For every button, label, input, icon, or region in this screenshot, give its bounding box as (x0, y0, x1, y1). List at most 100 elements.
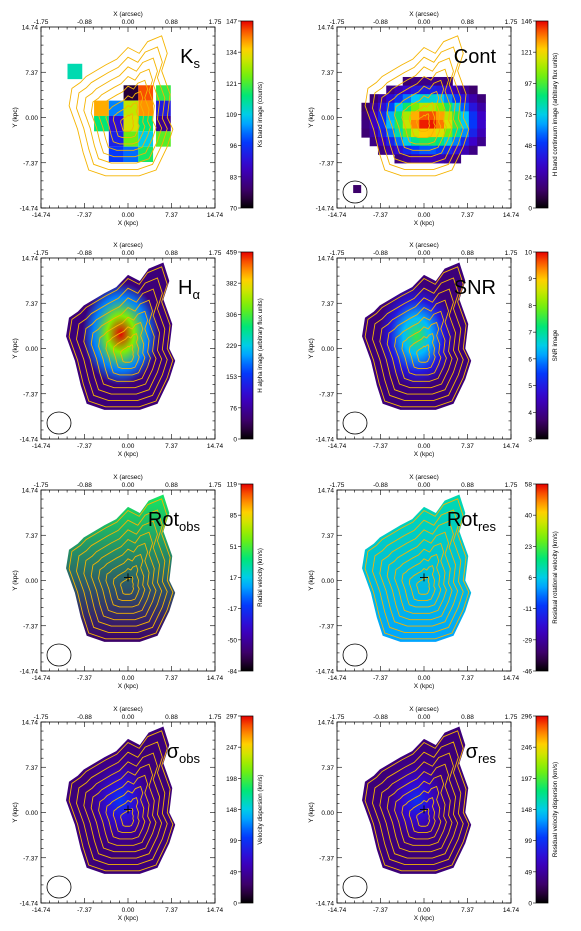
colorbar-tick-label: 5 (528, 383, 532, 390)
map-pixel (94, 100, 109, 116)
x-bottom-tick-label: -14.74 (32, 212, 51, 219)
contour-level (386, 531, 453, 621)
x-top-tick-label: 0.88 (461, 714, 474, 721)
contour-level (76, 277, 168, 401)
map-pixel (452, 111, 462, 121)
colorbar-tick-label: 51 (230, 544, 238, 551)
map-pixel (377, 137, 387, 147)
x-top-tick-label: 1.75 (505, 250, 518, 257)
map-pixel (353, 185, 362, 194)
map-pixel (444, 102, 453, 112)
x-bottom-tick-label: 0.00 (122, 443, 135, 450)
contour-level (401, 785, 442, 840)
map-pixel (369, 102, 379, 112)
contour-level (90, 68, 157, 158)
colorbar-tick-label: 147 (226, 19, 237, 26)
y-tick-label: -7.37 (319, 160, 334, 167)
x-bottom-tick-label: 0.00 (122, 675, 135, 682)
map-pixel (394, 119, 404, 130)
y-tick-label: -14.74 (316, 206, 335, 213)
map-pixel (411, 111, 420, 121)
colorbar-tick-label: 459 (226, 250, 237, 257)
colorbar-tick-label: -29 (523, 637, 533, 644)
map-pixel (452, 119, 462, 130)
y-tick-label: 0.00 (25, 810, 38, 817)
colorbar-tick-label: 9 (528, 276, 532, 283)
contour-level (68, 266, 174, 408)
map-pixel (435, 85, 445, 95)
contour-level (90, 299, 157, 389)
colorbar-tick-label: 148 (521, 807, 532, 814)
map-pixel (444, 137, 453, 147)
y-tick-label: 0.00 (321, 115, 334, 122)
y-tick-label: 14.74 (22, 25, 39, 32)
x-top-tick-label: 0.00 (122, 19, 135, 26)
map-pixel (138, 85, 154, 101)
panel-label: Rotobs (148, 509, 201, 534)
x-bottom-tick-label: 0.00 (418, 907, 431, 914)
colorbar-tick-label: 49 (230, 869, 238, 876)
map-pixel (444, 154, 453, 164)
map-pixel (452, 85, 462, 95)
contour-lines (68, 498, 174, 640)
contour-level (105, 321, 146, 376)
map-pixel (427, 85, 437, 95)
colorbar-tick-label: 6 (528, 356, 532, 363)
map-pixel (477, 119, 486, 130)
colorbar-tick-label: 99 (525, 838, 533, 845)
panel-sigma_res: -14.74 -7.37 0.00 7.37 14.74-1.75 -0.88 0.00 0.… (308, 706, 559, 922)
map-pixel (402, 119, 412, 130)
x-bottom-tick-label: 0.00 (418, 443, 431, 450)
x-top-tick-label: 0.00 (418, 250, 431, 257)
colorbar-tick-label: -11 (523, 606, 532, 613)
map-pixel (435, 111, 445, 121)
x-bottom-tick-label: 7.37 (165, 907, 178, 914)
map-pixel (394, 85, 404, 95)
map-pixel (67, 63, 83, 80)
contour-level (105, 90, 146, 145)
beam-ellipse (342, 411, 368, 435)
map-pixel (419, 137, 429, 147)
x-top-tick-label: -1.75 (330, 714, 345, 721)
map-pixel (411, 85, 420, 95)
contour-level (98, 79, 151, 151)
map-pixel (394, 94, 404, 104)
beam-ellipse (46, 411, 72, 435)
colorbar-title: H band continuum image (arbitrary flux u… (552, 53, 559, 176)
map-pixel (138, 100, 154, 116)
x-bottom-tick-label: 14.74 (503, 443, 520, 450)
colorbar-tick-label: 97 (525, 81, 533, 88)
map-pixel (468, 111, 478, 121)
map-pixel (460, 94, 470, 104)
contour-level (386, 299, 453, 389)
x-bottom-tick-label: 7.37 (165, 675, 178, 682)
map-pixel (361, 128, 371, 138)
x-axis-title: X (kpc) (118, 451, 139, 458)
x-axis-title: X (kpc) (414, 683, 435, 690)
colorbar (240, 715, 254, 904)
y-tick-label: 0.00 (321, 578, 334, 585)
x-bottom-tick-label: -7.37 (77, 443, 92, 450)
map-pixel (402, 76, 412, 87)
axis-ticks (40, 489, 216, 672)
panel-label: SNR (454, 277, 496, 299)
colorbar-title: Residual rotational velocity (km/s) (552, 531, 559, 624)
map-pixel (377, 119, 387, 130)
contour-level (416, 344, 431, 363)
map-pixel (427, 137, 437, 147)
map-pixel (402, 111, 412, 121)
contour-level (112, 333, 140, 370)
map-pixel (377, 128, 387, 138)
map-pixel (402, 128, 412, 138)
colorbar-tick-label: 146 (521, 19, 532, 26)
y-tick-label: -14.74 (20, 901, 39, 908)
x-axis-title: X (kpc) (414, 915, 435, 922)
map-pixel (402, 85, 412, 95)
map-pixel (444, 145, 453, 155)
map-pixel (452, 137, 462, 147)
x-top-tick-label: -0.88 (77, 250, 92, 257)
y-tick-label: 7.37 (321, 533, 334, 540)
map-pixel (477, 128, 486, 138)
y-tick-label: -7.37 (319, 855, 334, 862)
contour-level (394, 542, 447, 614)
